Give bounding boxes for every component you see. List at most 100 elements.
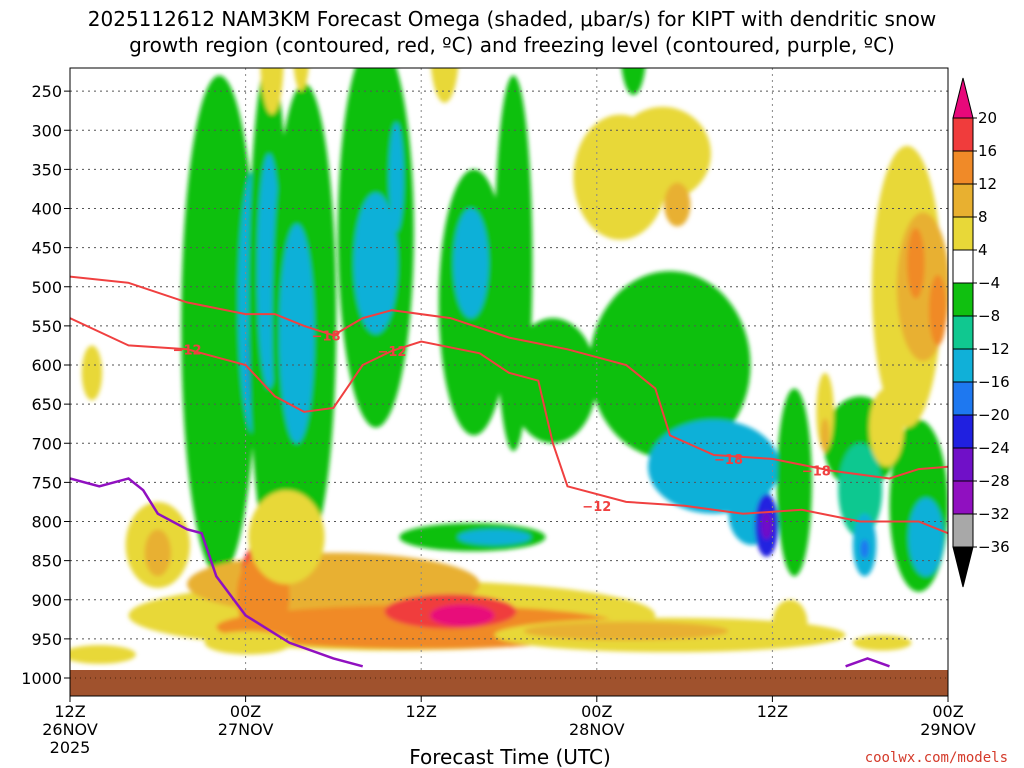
colorbar-segment [952, 282, 974, 317]
x-tick-label: 12Z [54, 702, 85, 721]
x-tick-label: 27NOV [218, 720, 274, 739]
colorbar-label: 16 [978, 142, 997, 160]
colorbar-legend: 20 16 12 8 4 −4 −8 −12 −16 −20 −24 −28 −32 −36 [952, 77, 1010, 588]
contour-label: −12 [377, 345, 406, 360]
y-tick-label: 300 [31, 121, 62, 140]
dgz-contour-minus12 [70, 317, 948, 535]
x-tick-label: 00Z [932, 702, 963, 721]
colorbar-segment [952, 150, 974, 185]
y-tick-label: 950 [31, 630, 62, 649]
omega-region [181, 75, 258, 577]
y-tick-label: 450 [31, 239, 62, 258]
omega-shading [70, 68, 948, 664]
omega-region [389, 122, 404, 232]
omega-region [760, 511, 773, 540]
chart-title-line2: growth region (contoured, red, ºC) and f… [129, 33, 895, 57]
omega-region [776, 388, 812, 577]
omega-region [523, 621, 729, 641]
omega-region [429, 604, 495, 627]
contour-label: −18 [802, 465, 831, 480]
colorbar-label: −4 [978, 274, 1000, 292]
colorbar-segment [952, 348, 974, 383]
y-tick-label: 900 [31, 591, 62, 610]
omega-region [838, 443, 883, 538]
y-tick-label: 600 [31, 356, 62, 375]
omega-region [70, 645, 136, 664]
contour-label: −18 [714, 453, 743, 468]
y-tick-label: 350 [31, 160, 62, 179]
omega-region [144, 529, 171, 577]
colorbar-segment [952, 315, 974, 350]
colorbar-segment [952, 117, 974, 152]
x-tick-label: 26NOV [42, 720, 98, 739]
omega-region [621, 68, 646, 96]
y-tick-label: 800 [31, 513, 62, 532]
colorbar-segment [952, 480, 974, 515]
y-tick-label: 550 [31, 317, 62, 336]
omega-region [928, 275, 947, 346]
credit-text: coolwx.com/models [865, 750, 1008, 766]
colorbar-label: −16 [978, 373, 1010, 391]
x-tick-label: 2025 [50, 738, 91, 757]
omega-region [820, 418, 830, 453]
x-tick-label: 00Z [581, 702, 612, 721]
y-tick-label: 750 [31, 473, 62, 492]
x-tick-label: 00Z [230, 702, 261, 721]
omega-region [81, 345, 103, 401]
omega-region [509, 318, 597, 444]
omega-region [279, 224, 315, 444]
colorbar-segment [952, 249, 974, 284]
colorbar-segment [952, 183, 974, 218]
colorbar-label: 12 [978, 175, 997, 193]
y-axis-pressure: 250 300 350 400 450 500 550 600 650 700 750 800 850 9… [21, 82, 70, 688]
y-tick-label: 1000 [21, 669, 62, 688]
omega-region [664, 182, 691, 227]
omega-region [908, 498, 944, 577]
plot-frame [69, 67, 949, 697]
chart-title-line1: 2025112612 NAM3KM Forecast Omega (shaded… [88, 7, 936, 31]
contour-lines: −18 −12 −18 −12 −18 −12 [70, 275, 948, 668]
omega-region [430, 68, 459, 103]
freezing-level-contour [845, 657, 890, 668]
omega-region [589, 271, 751, 459]
omega-region [260, 68, 284, 115]
colorbar-segment [952, 381, 974, 416]
colorbar-label: −32 [978, 505, 1010, 523]
colorbar-segment [952, 513, 974, 548]
omega-region [868, 388, 905, 467]
y-tick-label: 700 [31, 434, 62, 453]
contour-label: −12 [173, 343, 202, 358]
dgz-contour-minus18 [70, 275, 948, 480]
y-tick-label: 250 [31, 82, 62, 101]
ground-surface [70, 670, 948, 696]
x-tick-label: 29NOV [920, 720, 976, 739]
contour-label: −18 [312, 329, 341, 344]
y-tick-label: 650 [31, 395, 62, 414]
colorbar-label: 20 [978, 109, 997, 127]
omega-region [772, 599, 808, 647]
contour-label: −12 [582, 500, 611, 515]
omega-region [204, 631, 293, 655]
y-tick-label: 400 [31, 200, 62, 219]
colorbar-label: −28 [978, 472, 1010, 490]
colorbar-label: 4 [978, 241, 988, 259]
omega-region [293, 68, 309, 92]
x-axis-label: Forecast Time (UTC) [409, 745, 611, 768]
x-tick-label: 12Z [406, 702, 437, 721]
colorbar-label: −20 [978, 406, 1010, 424]
colorbar-top-triangle [952, 77, 974, 119]
omega-region [248, 490, 325, 585]
colorbar-label: −24 [978, 439, 1010, 457]
omega-region [852, 634, 912, 651]
colorbar-bottom-triangle [952, 546, 974, 588]
omega-region [353, 192, 398, 334]
omega-region [614, 106, 711, 201]
omega-region [907, 228, 925, 299]
colorbar-segment [952, 447, 974, 482]
colorbar-label: −36 [978, 538, 1010, 556]
y-tick-label: 850 [31, 552, 62, 571]
colorbar-label: −12 [978, 340, 1010, 358]
x-tick-label: 12Z [757, 702, 788, 721]
